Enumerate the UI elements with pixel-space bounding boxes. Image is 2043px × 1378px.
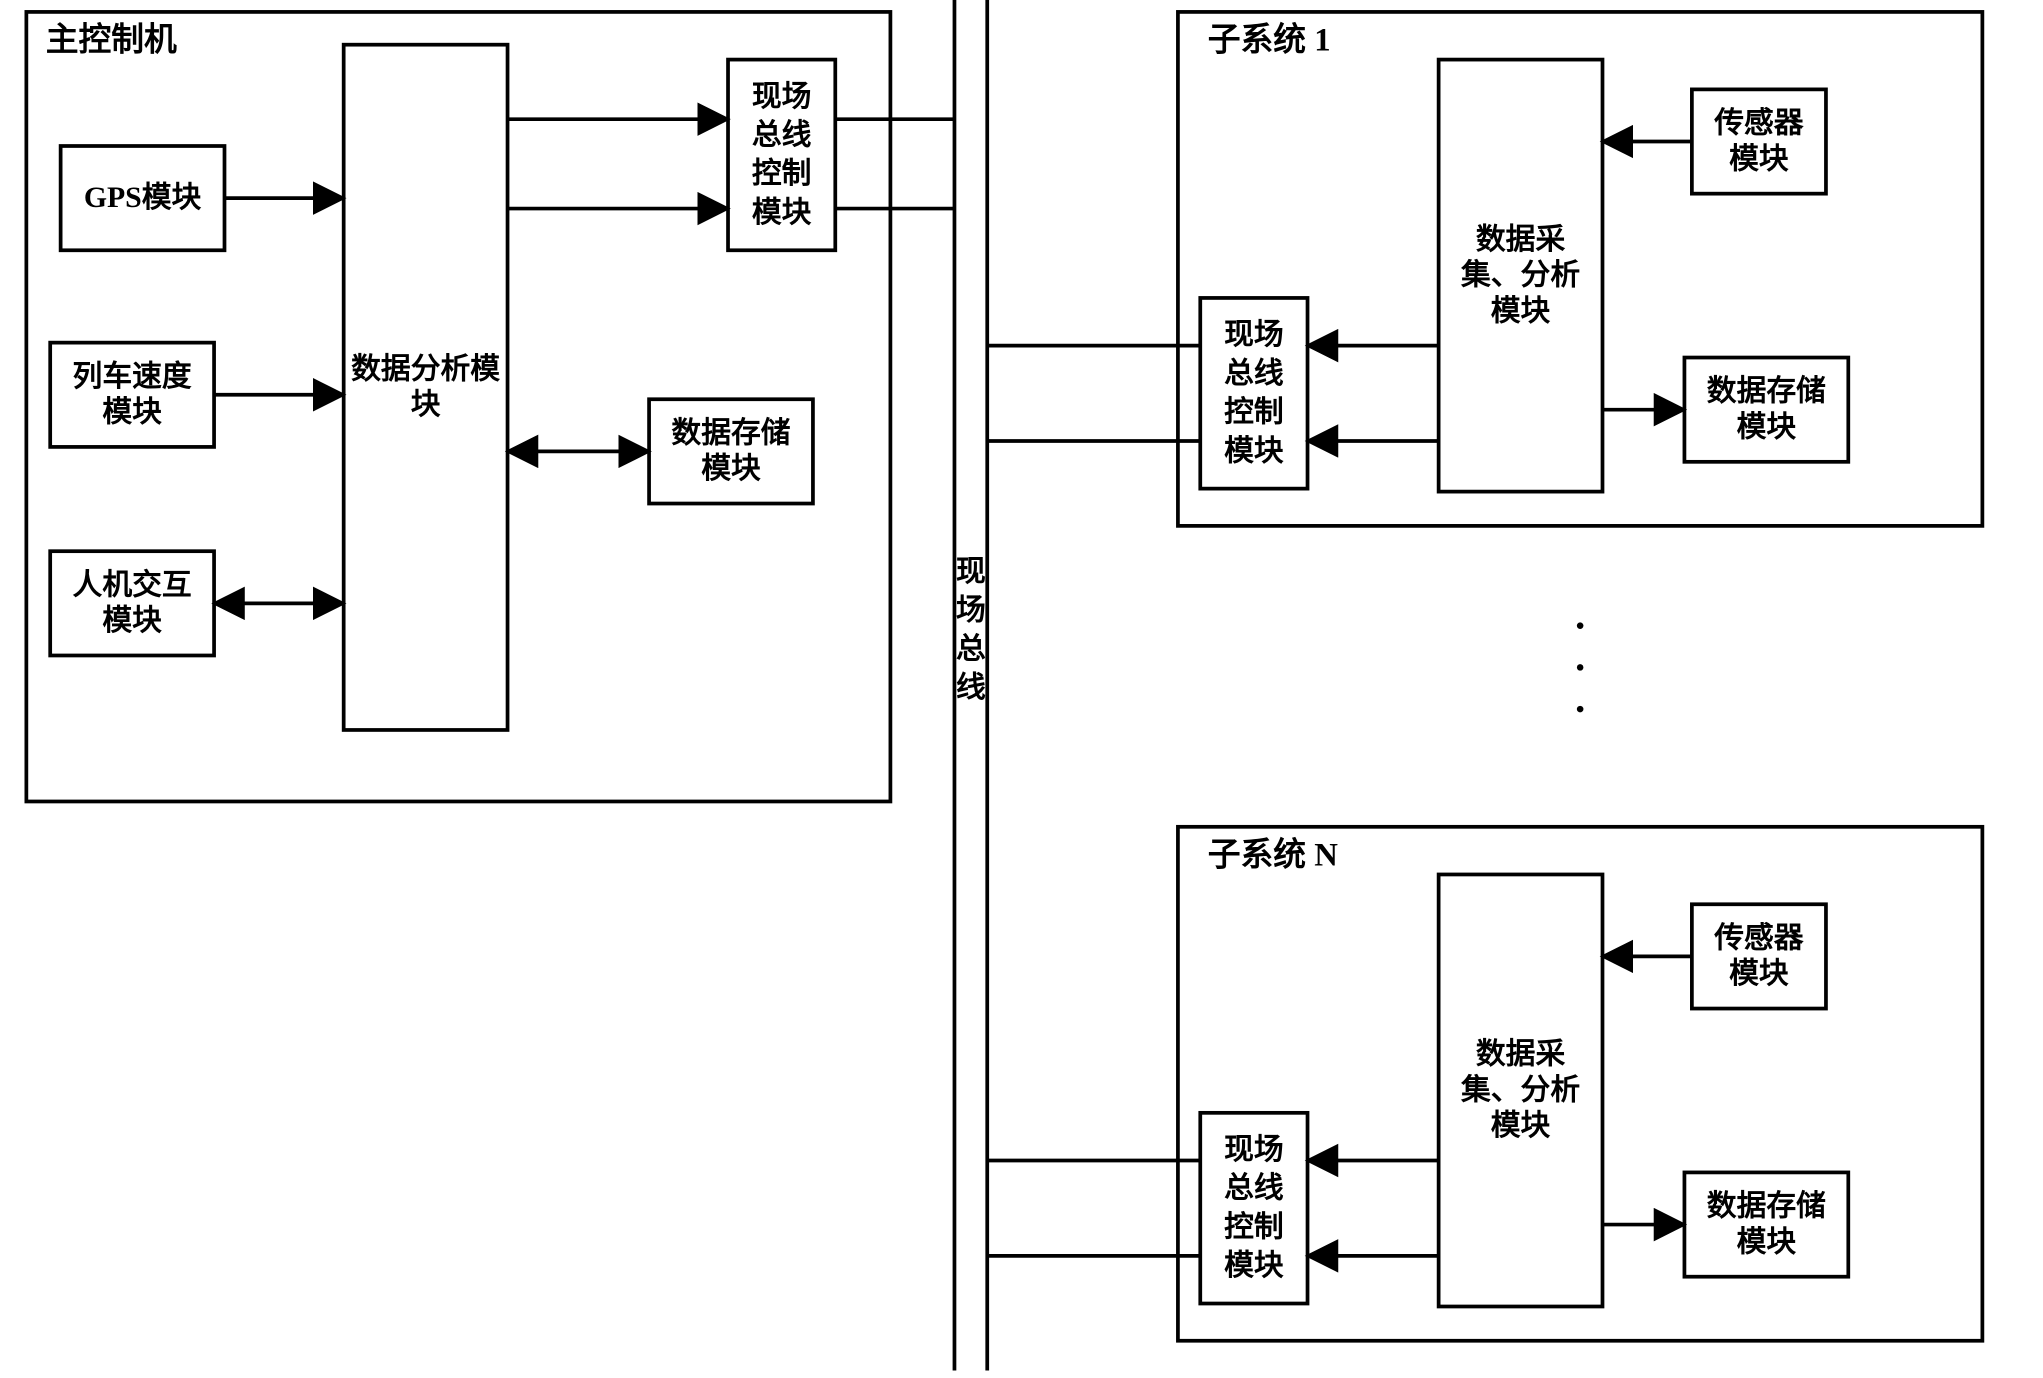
subsystem-1-fieldbus-label: 现场总线控制模块 (1224, 318, 1284, 467)
controller-title: 主控制机 (46, 22, 177, 59)
subsystem-1-sensor-label: 传感器模块 (1713, 107, 1805, 176)
controller-speed-label: 列车速度模块 (73, 359, 192, 429)
ellipsis-dot (1577, 664, 1584, 671)
system-diagram: 现场总线主控制机GPS模块列车速度模块人机交互模块数据分析模块现场总线控制模块数… (0, 0, 2043, 1378)
subsystem-2-sensor-label: 传感器模块 (1713, 921, 1805, 990)
subsystem-1-title: 子系统 1 (1208, 21, 1331, 59)
subsystem-1-analysis-label: 数据采集、分析模块 (1460, 223, 1580, 328)
controller-hmi-label: 人机交互模块 (73, 567, 192, 637)
subsystem-2-title: 子系统 N (1208, 836, 1338, 874)
subsystem-2-analysis-label: 数据采集、分析模块 (1460, 1038, 1580, 1143)
bus-label: 现场总线 (956, 555, 986, 704)
controller-storage-label: 数据存储模块 (671, 416, 790, 485)
subsystem-2-fieldbus-label: 现场总线控制模块 (1224, 1133, 1284, 1282)
controller-analysis-label: 数据分析模块 (351, 352, 500, 421)
subsystem-1-storage-label: 数据存储模块 (1707, 375, 1826, 444)
ellipsis-dot (1577, 706, 1584, 713)
subsystem-2-storage-label: 数据存储模块 (1707, 1190, 1826, 1259)
ellipsis-dot (1577, 622, 1584, 629)
controller-gps-label: GPS模块 (84, 181, 202, 214)
controller-fieldbus-label: 现场总线控制模块 (752, 80, 812, 229)
